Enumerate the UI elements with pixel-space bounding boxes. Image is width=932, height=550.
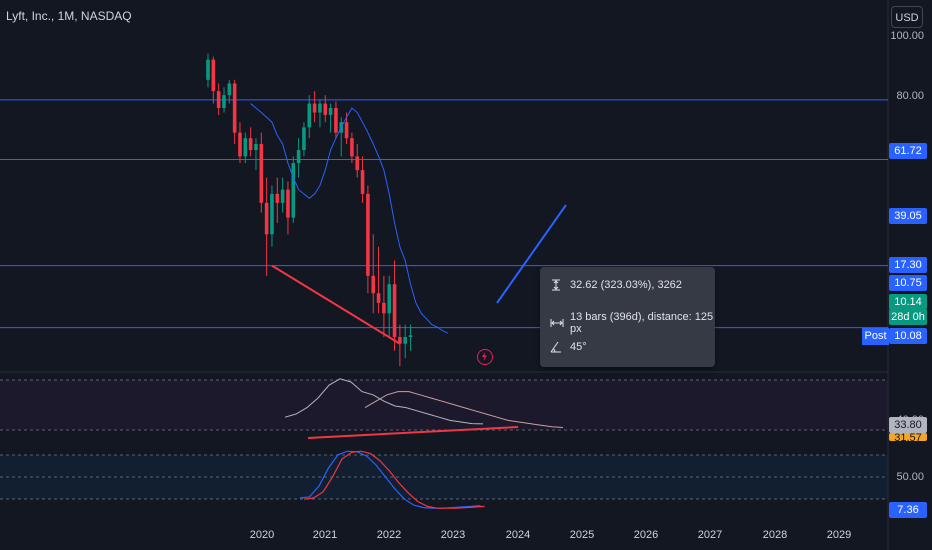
candle-body — [280, 189, 285, 203]
time-label-2028: 2028 — [762, 529, 788, 541]
rsi-pane-band — [0, 380, 888, 430]
price-label-80: 80.00 — [896, 90, 924, 102]
tooltip-range-row: 32.62 (323.03%), 3262 — [550, 279, 682, 291]
time-label-2027: 2027 — [697, 529, 723, 541]
candle-body — [328, 107, 333, 115]
candle-body — [206, 59, 210, 80]
candle-body — [382, 302, 386, 314]
bar-countdown-tag: 28d 0h — [889, 309, 927, 325]
candle-body — [291, 163, 296, 218]
rsi-line — [284, 378, 484, 425]
lightning-bolt-icon[interactable] — [477, 349, 493, 365]
candle-body — [398, 337, 402, 344]
rsi-value-tag: 33.80 — [889, 417, 927, 433]
tooltip-range-text: 32.62 (323.03%), 3262 — [570, 279, 682, 291]
candle-body — [259, 143, 264, 203]
moving-average-line — [250, 103, 449, 334]
candle-body — [371, 275, 376, 294]
measure-tooltip: 32.62 (323.03%), 3262 13 bars (396d), di… — [540, 267, 715, 367]
candle-body — [392, 284, 397, 338]
time-label-2021: 2021 — [312, 529, 338, 541]
candle-body — [318, 103, 322, 113]
candle-body — [312, 103, 317, 113]
projection-line — [496, 204, 567, 304]
candle-body — [222, 95, 226, 108]
time-label-2029: 2029 — [826, 529, 852, 541]
candle-body — [408, 335, 413, 338]
tooltip-angle-row: 45° — [550, 341, 587, 353]
candle-body — [286, 189, 290, 218]
candle-body — [334, 107, 338, 133]
angle-icon — [550, 341, 564, 353]
candle-body — [248, 138, 253, 151]
candle-body — [227, 83, 232, 96]
hline-tag-10-75: 10.75 — [889, 275, 927, 291]
price-label-100: 100.00 — [890, 30, 924, 42]
candle-body — [350, 138, 354, 157]
candle-body — [403, 337, 408, 344]
time-label-2023: 2023 — [440, 529, 466, 541]
hline-tag-17: 17.30 — [889, 257, 927, 273]
vertical-range-icon — [550, 279, 564, 291]
time-label-2020: 2020 — [249, 529, 275, 541]
candle-body — [216, 91, 221, 108]
candle-body — [243, 138, 248, 157]
candle-body — [254, 143, 258, 151]
candle-body — [238, 132, 242, 157]
hline-tag-39: 39.05 — [889, 208, 927, 224]
stoch-value-tag: 7.36 — [889, 502, 927, 518]
candle-body — [360, 170, 365, 194]
rsi-signal-tag: 31.57 — [889, 433, 927, 441]
hline-tag-61: 61.72 — [889, 143, 927, 159]
time-label-2026: 2026 — [633, 529, 659, 541]
candle-body — [275, 193, 280, 203]
support-trendline — [271, 264, 401, 345]
currency-button[interactable]: USD — [891, 6, 923, 28]
candle-body — [344, 122, 349, 139]
candle-body — [264, 202, 269, 235]
candle-body — [296, 150, 301, 164]
symbol-title[interactable]: Lyft, Inc., 1M, NASDAQ — [6, 9, 132, 23]
rsi-signal-line — [364, 391, 564, 428]
candle-body — [211, 59, 216, 92]
time-label-2024: 2024 — [505, 529, 531, 541]
time-label-2022: 2022 — [376, 529, 402, 541]
stoch-d-line — [303, 450, 485, 509]
tooltip-bars-text: 13 bars (396d), distance: 125 px — [570, 311, 714, 335]
last-price-tag: 10.14 — [889, 294, 927, 310]
candle-body — [302, 127, 306, 151]
post-market-price-tag: 10.08 — [889, 328, 927, 344]
candle-body — [376, 293, 381, 303]
tooltip-angle-text: 45° — [570, 341, 587, 353]
time-label-2025: 2025 — [569, 529, 595, 541]
candle-body — [355, 156, 360, 171]
post-market-label: Post — [862, 328, 889, 345]
candle-body — [307, 103, 312, 128]
candle-body — [366, 193, 370, 276]
candle-body — [387, 284, 392, 314]
candle-body — [270, 193, 274, 235]
tooltip-bars-row: 13 bars (396d), distance: 125 px — [550, 311, 715, 335]
stoch-label-50: 50.00 — [896, 471, 924, 483]
rsi-trendline — [307, 426, 519, 439]
candle-body — [232, 83, 237, 133]
candle-body — [323, 103, 328, 115]
horizontal-range-icon — [550, 317, 564, 329]
